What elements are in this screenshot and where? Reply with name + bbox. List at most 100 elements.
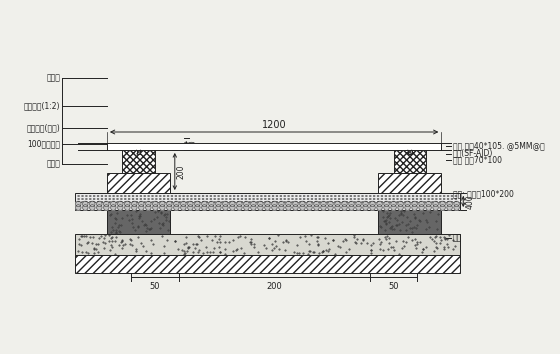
Circle shape (321, 205, 326, 210)
Circle shape (405, 205, 410, 210)
Circle shape (209, 201, 214, 207)
Circle shape (230, 205, 235, 210)
Circle shape (104, 205, 109, 210)
Circle shape (342, 205, 347, 210)
Circle shape (447, 205, 452, 210)
Circle shape (167, 201, 172, 207)
Text: 50: 50 (150, 282, 160, 291)
Circle shape (265, 205, 270, 210)
Circle shape (314, 201, 319, 207)
Circle shape (440, 205, 445, 210)
Circle shape (440, 201, 445, 207)
Circle shape (433, 205, 438, 210)
Bar (107, 210, 170, 234)
Circle shape (356, 205, 361, 210)
Circle shape (272, 205, 277, 210)
Circle shape (426, 205, 431, 210)
Circle shape (111, 201, 116, 207)
Circle shape (251, 205, 256, 210)
Text: 200: 200 (266, 282, 282, 291)
Bar (74, 202, 460, 210)
Circle shape (251, 201, 256, 207)
Text: 防腐剂: 防腐剂 (46, 74, 60, 82)
Circle shape (384, 205, 389, 210)
Circle shape (293, 205, 298, 210)
Text: 填料: 填料 (452, 234, 462, 242)
Circle shape (244, 205, 249, 210)
Circle shape (153, 205, 158, 210)
Bar (107, 143, 441, 150)
Circle shape (300, 201, 305, 207)
Circle shape (104, 201, 109, 207)
Circle shape (363, 205, 368, 210)
Circle shape (146, 201, 151, 207)
Circle shape (216, 201, 221, 207)
Circle shape (125, 205, 130, 210)
Circle shape (349, 201, 354, 207)
Circle shape (97, 205, 102, 210)
Circle shape (377, 201, 382, 207)
Circle shape (181, 205, 186, 210)
Circle shape (139, 205, 144, 210)
Circle shape (314, 205, 319, 210)
Circle shape (370, 205, 375, 210)
Circle shape (412, 205, 417, 210)
Circle shape (188, 205, 193, 210)
Circle shape (167, 205, 172, 210)
Text: 素土层: 素土层 (46, 160, 60, 169)
Circle shape (335, 205, 340, 210)
Circle shape (132, 201, 137, 207)
Text: 1200: 1200 (262, 120, 287, 130)
Circle shape (111, 205, 116, 210)
Circle shape (405, 201, 410, 207)
Text: 400: 400 (465, 194, 474, 209)
Circle shape (335, 201, 340, 207)
Text: 200: 200 (177, 164, 186, 179)
Circle shape (202, 201, 207, 207)
Circle shape (132, 205, 137, 210)
Circle shape (76, 201, 81, 207)
Text: 硬木 板材40*105. @5MM@布: 硬木 板材40*105. @5MM@布 (452, 142, 544, 150)
Circle shape (391, 205, 396, 210)
Text: 砼垫: 混凝土100*200: 砼垫: 混凝土100*200 (452, 189, 514, 199)
Circle shape (293, 201, 298, 207)
Circle shape (419, 201, 424, 207)
Circle shape (454, 205, 459, 210)
Bar (74, 234, 460, 255)
Circle shape (258, 201, 263, 207)
Circle shape (342, 201, 347, 207)
Circle shape (195, 201, 200, 207)
Circle shape (83, 205, 88, 210)
Circle shape (188, 201, 193, 207)
Circle shape (398, 205, 403, 210)
Bar (378, 173, 441, 193)
Circle shape (83, 201, 88, 207)
Circle shape (419, 205, 424, 210)
Circle shape (328, 205, 333, 210)
Circle shape (279, 205, 284, 210)
Circle shape (209, 205, 214, 210)
Circle shape (433, 201, 438, 207)
Circle shape (237, 205, 242, 210)
Circle shape (398, 201, 403, 207)
Circle shape (321, 201, 326, 207)
Circle shape (174, 201, 179, 207)
Circle shape (146, 205, 151, 210)
Circle shape (90, 205, 95, 210)
Circle shape (90, 201, 95, 207)
Circle shape (447, 201, 452, 207)
Circle shape (76, 205, 81, 210)
Circle shape (307, 201, 312, 207)
Text: 螺栓(SF-AJD): 螺栓(SF-AJD) (452, 149, 493, 159)
Text: 防腐木板(铺面): 防腐木板(铺面) (26, 124, 60, 132)
Circle shape (328, 201, 333, 207)
Circle shape (412, 201, 417, 207)
Circle shape (300, 205, 305, 210)
Circle shape (349, 205, 354, 210)
Circle shape (363, 201, 368, 207)
Circle shape (153, 201, 158, 207)
Circle shape (202, 205, 207, 210)
Circle shape (139, 201, 144, 207)
Circle shape (244, 201, 249, 207)
Bar (74, 193, 460, 202)
